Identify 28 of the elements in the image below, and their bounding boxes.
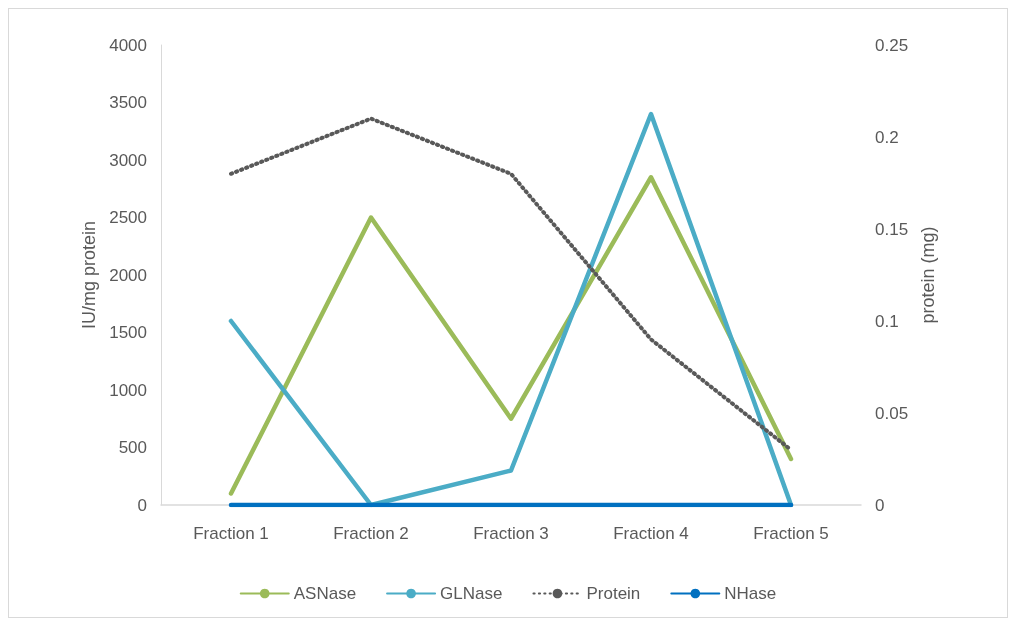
- legend-label: ASNase: [293, 584, 357, 603]
- line-series: [229, 116, 793, 452]
- y2-tick-label: 0: [875, 495, 885, 515]
- y2-tick-label: 0.25: [875, 35, 909, 55]
- y2-tick-label: 0.15: [875, 219, 909, 239]
- y-tick-label: 2000: [109, 265, 147, 285]
- x-tick-label: Fraction 3: [473, 524, 549, 543]
- y-tick-label: 500: [118, 438, 147, 457]
- legend-label: Protein: [586, 584, 641, 603]
- y-tick-label: 3000: [109, 150, 147, 170]
- y-axis-title: IU/mg protein: [79, 220, 100, 330]
- y-tick-label: 2500: [109, 208, 147, 227]
- y-tick-label: 4000: [109, 35, 147, 55]
- legend-label: NHase: [724, 584, 777, 603]
- y2-tick-label: 0.2: [875, 127, 899, 147]
- x-tick-label: Fraction 4: [613, 524, 689, 543]
- y-tick-label: 0: [137, 495, 147, 515]
- legend-label: GLNase: [440, 584, 503, 603]
- y-tick-label: 3500: [109, 93, 147, 112]
- y2-tick-label: 0.1: [875, 311, 899, 331]
- y-tick-label: 1000: [109, 380, 147, 400]
- x-tick-label: Fraction 2: [333, 524, 409, 543]
- y2-tick-label: 0.05: [875, 403, 909, 423]
- line-series: [228, 175, 794, 496]
- x-tick-label: Fraction 1: [193, 524, 269, 543]
- y2-axis-title: protein (mg): [917, 226, 938, 324]
- y-tick-label: 1500: [109, 323, 147, 342]
- x-tick-label: Fraction 5: [753, 524, 829, 543]
